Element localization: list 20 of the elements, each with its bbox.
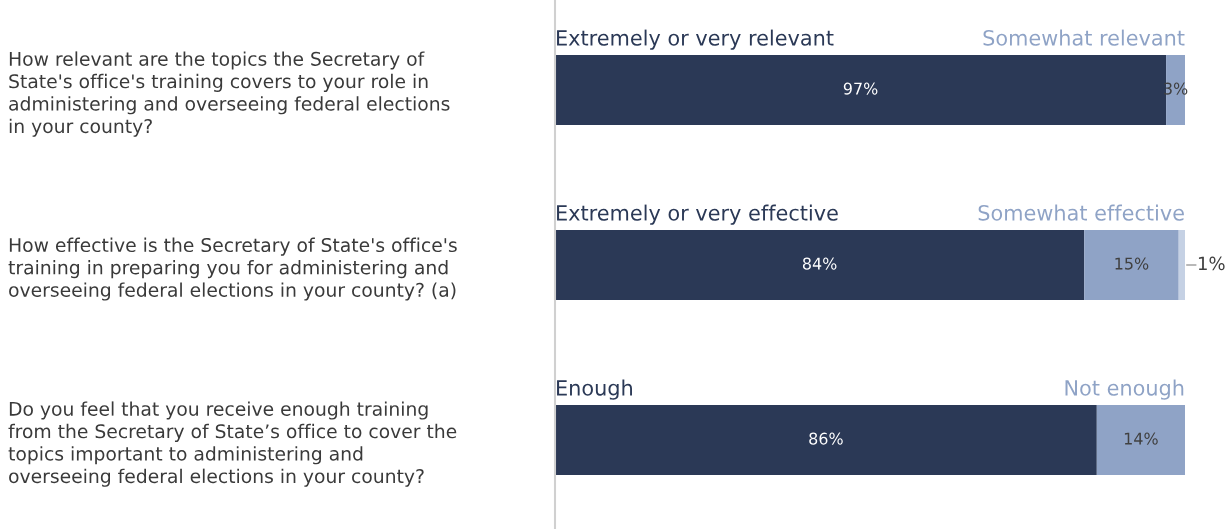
annotation: Enough (557, 379, 632, 400)
data-label: 14% (1124, 432, 1158, 445)
data-label: 84% (802, 257, 837, 270)
data-label: 1% (1198, 256, 1225, 271)
annotation: Extremely or very effective (557, 204, 838, 225)
bar (555, 405, 1097, 475)
bar (1084, 230, 1179, 300)
bar (1096, 405, 1185, 475)
y-tick-label: Do you feel that you receive enough training from the Secretary of State’s office to cover the topics important to administering and overseeing federal elections in your county? (8, 401, 457, 487)
y-tick-label: How relevant are the topics the Secretary of State's office's training covers to your role in administering and overseeing federal elections in your county? (9, 51, 450, 137)
data-label: 97% (843, 82, 878, 95)
annotation: Somewhat relevant (983, 29, 1185, 46)
y-tick-label: How effective is the Secretary of State's office's training in preparing you for administering and overseeing federal elections in your county? (a) (8, 237, 457, 301)
data-label: 86% (809, 432, 843, 445)
data-label: 15% (1115, 257, 1149, 270)
bar (555, 230, 1085, 300)
annotation: Extremely or very relevant (557, 29, 834, 50)
annotation: Somewhat effective (978, 204, 1184, 221)
bar (1178, 230, 1185, 300)
annotation: Not enough (1065, 379, 1184, 400)
